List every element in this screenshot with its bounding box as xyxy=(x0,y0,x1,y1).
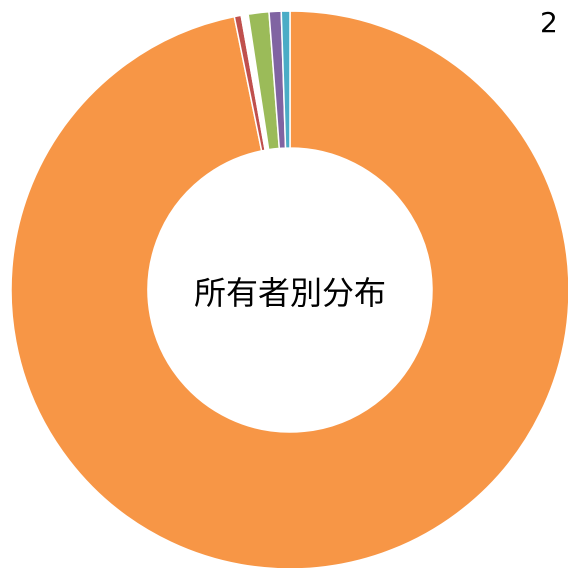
slice xyxy=(280,10,291,149)
annotation: 2 xyxy=(540,6,558,39)
center-label: 所有者別分布 xyxy=(194,274,386,312)
slice xyxy=(10,10,568,568)
